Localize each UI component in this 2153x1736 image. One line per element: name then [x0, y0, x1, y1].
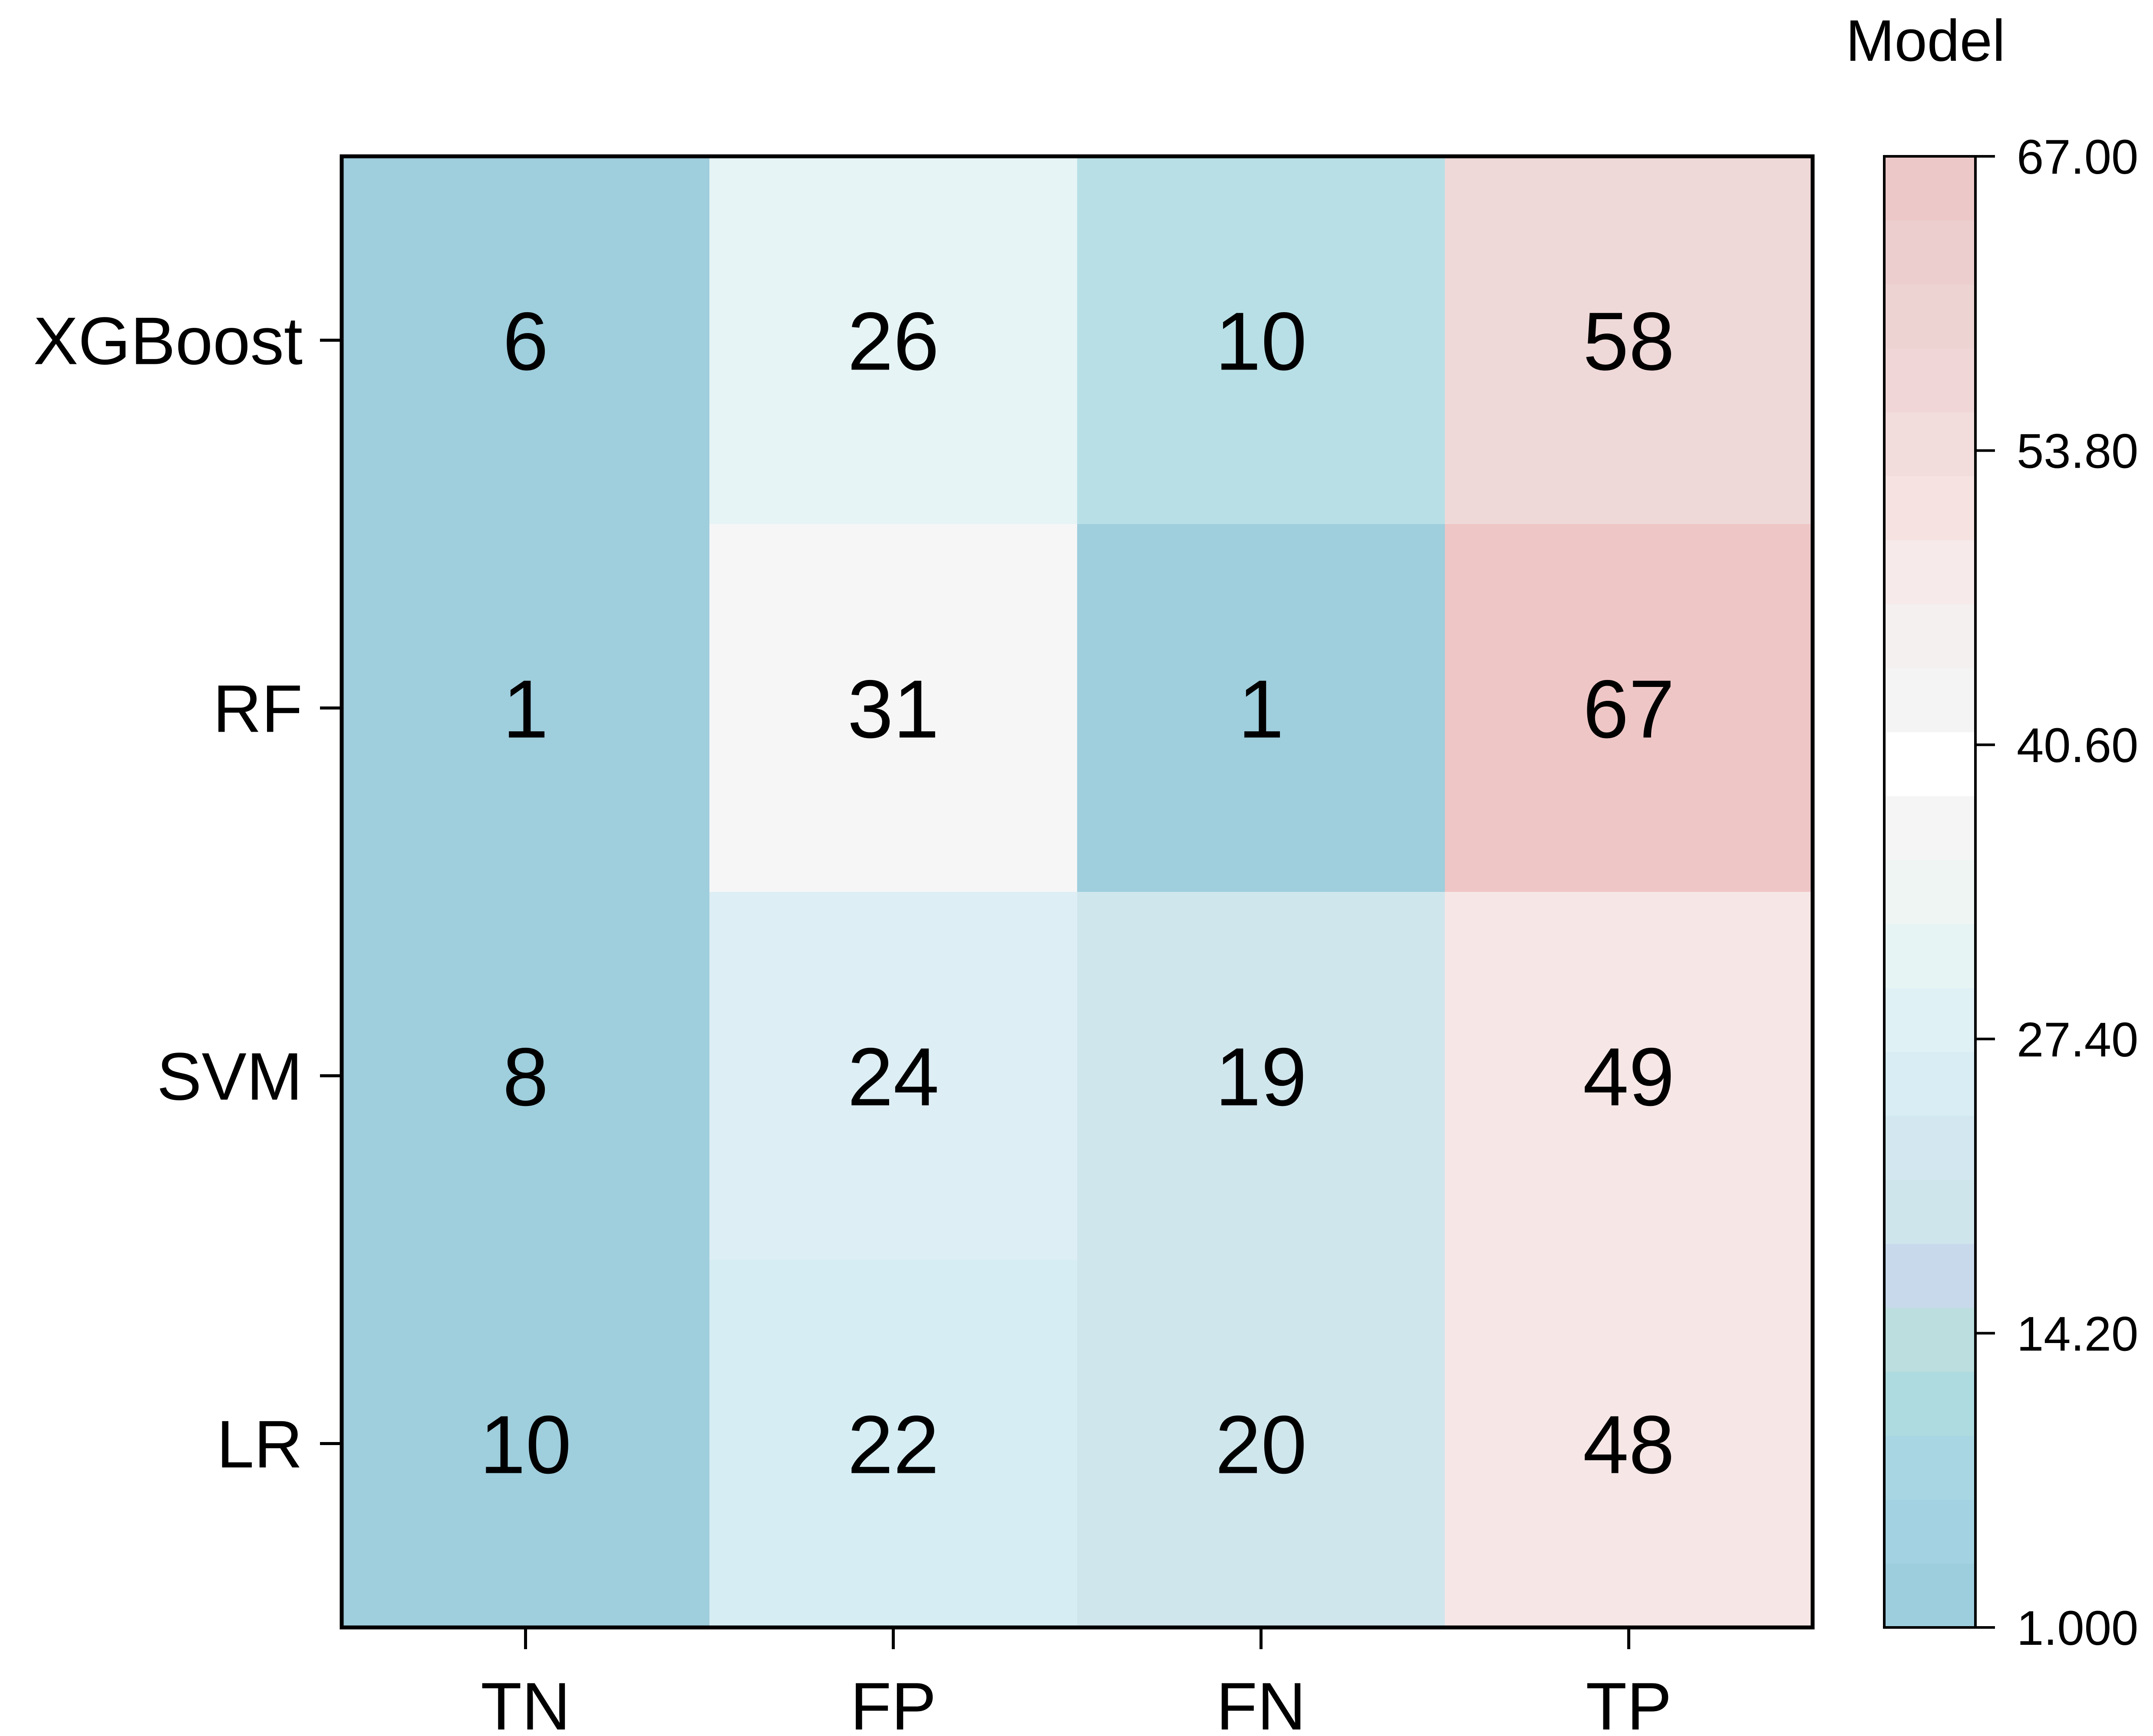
cell-value-label: 19: [1215, 1031, 1307, 1123]
colorbar-tick-label: 1.000: [2017, 1601, 2138, 1655]
cell-value-label: 31: [847, 663, 939, 756]
cell-value-label: 26: [847, 296, 939, 388]
y-tick-label: LR: [217, 1407, 303, 1482]
cell-value-labels: 6 26 10 58 1 31 1 67 8 24 19 49 10 22 20 48: [480, 296, 1675, 1491]
cell-value-label: 58: [1583, 296, 1675, 388]
y-tick-label: SVM: [157, 1039, 303, 1114]
heatmap-cell-RF-TN: [342, 524, 710, 892]
colorbar-band: [1884, 1371, 1975, 1436]
colorbar-ticks: 1.000 14.20 27.40 40.60 53.80 67.00: [1975, 130, 2138, 1655]
heatmap-cell-RF-FP: [709, 524, 1078, 892]
colorbar-band: [1884, 796, 1975, 860]
colorbar-band: [1884, 220, 1975, 285]
cell-value-label: 24: [847, 1031, 939, 1123]
colorbar-band: [1884, 668, 1975, 733]
heatmap-cell-RF-TP: [1445, 524, 1813, 892]
colorbar-bands: [1884, 156, 1975, 1628]
heatmap-cell-XGBoost-FP: [709, 156, 1078, 525]
heatmap-cell-SVM-FN: [1077, 892, 1445, 1260]
cell-value-label: 1: [503, 663, 549, 756]
cell-value-label: 20: [1215, 1399, 1307, 1491]
colorbar-band: [1884, 732, 1975, 796]
colorbar-tick-label: 53.80: [2017, 424, 2138, 479]
cell-value-label: 67: [1583, 663, 1675, 756]
colorbar-band: [1884, 540, 1975, 604]
colorbar-tick-label: 40.60: [2017, 718, 2138, 772]
x-tick-label: TP: [1586, 1669, 1672, 1736]
cell-value-label: 6: [503, 296, 549, 388]
y-axis: XGBoost RF SVM LR: [33, 304, 342, 1482]
heatmap-cell-LR-FP: [709, 1260, 1078, 1628]
colorbar-tick-label: 67.00: [2017, 130, 2138, 184]
heatmap-cells: [342, 156, 1813, 1628]
cell-value-label: 22: [847, 1399, 939, 1491]
heatmap-cell-RF-FN: [1077, 524, 1445, 892]
colorbar-band: [1884, 284, 1975, 349]
colorbar-band: [1884, 1244, 1975, 1308]
heatmap-cell-SVM-TN: [342, 892, 710, 1260]
x-tick-label: FN: [1216, 1669, 1306, 1736]
heatmap-cell-XGBoost-TP: [1445, 156, 1813, 525]
colorbar-band: [1884, 1307, 1975, 1372]
colorbar-band: [1884, 476, 1975, 541]
colorbar-band: [1884, 924, 1975, 988]
colorbar-band: [1884, 1436, 1975, 1500]
cell-value-label: 10: [1215, 296, 1307, 388]
heatmap-cell-XGBoost-TN: [342, 156, 710, 525]
x-tick-label: FP: [850, 1669, 936, 1736]
plot-frame: [340, 154, 1815, 1630]
colorbar-band: [1884, 1499, 1975, 1564]
heatmap-cell-SVM-FP: [709, 892, 1078, 1260]
heatmap-cell-LR-TP: [1445, 1260, 1813, 1628]
y-tick-label: RF: [213, 671, 303, 746]
colorbar-band: [1884, 1116, 1975, 1180]
cell-value-label: 8: [503, 1031, 549, 1123]
colorbar-band: [1884, 987, 1975, 1052]
colorbar-band: [1884, 156, 1975, 221]
colorbar-title: Model: [1846, 8, 2005, 73]
heatmap-cell-SVM-TP: [1445, 892, 1813, 1260]
cell-value-label: 48: [1583, 1399, 1675, 1491]
colorbar-band: [1884, 1563, 1975, 1628]
y-tick-label: XGBoost: [33, 304, 303, 379]
colorbar-frame: [1883, 155, 1977, 1629]
cell-value-label: 10: [480, 1399, 571, 1491]
colorbar: 1.000 14.20 27.40 40.60 53.80 67.00 Model: [1846, 8, 2138, 1655]
colorbar-band: [1884, 1052, 1975, 1116]
heatmap-cell-LR-TN: [342, 1260, 710, 1628]
x-axis: TN FP FN TP: [481, 1627, 1672, 1736]
colorbar-tick-label: 27.40: [2017, 1013, 2138, 1067]
colorbar-band: [1884, 1179, 1975, 1244]
colorbar-band: [1884, 604, 1975, 668]
colorbar-band: [1884, 412, 1975, 477]
heatmap-cell-LR-FN: [1077, 1260, 1445, 1628]
colorbar-band: [1884, 860, 1975, 924]
colorbar-band: [1884, 348, 1975, 413]
x-tick-label: TN: [481, 1669, 570, 1736]
colorbar-tick-label: 14.20: [2017, 1307, 2138, 1361]
heatmap-cell-XGBoost-FN: [1077, 156, 1445, 525]
cell-value-label: 49: [1583, 1031, 1675, 1123]
cell-value-label: 1: [1238, 663, 1284, 756]
